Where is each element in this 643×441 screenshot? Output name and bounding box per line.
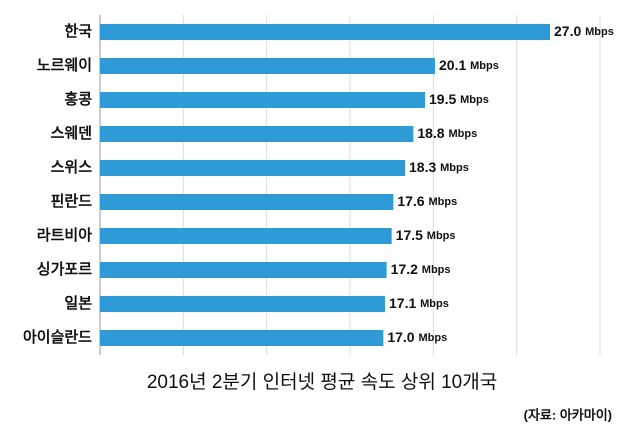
bar: [100, 58, 435, 74]
y-tick-label: 노르웨이: [37, 56, 92, 74]
y-tick-label: 싱가포르: [37, 261, 92, 278]
bar: [100, 160, 405, 176]
bar: [100, 126, 414, 142]
value-label: 18.3 Mbps: [409, 159, 469, 175]
value-unit: Mbps: [470, 60, 499, 72]
value-label: 17.6 Mbps: [397, 193, 457, 209]
y-tick-label: 홍콩: [64, 90, 92, 108]
bar: [100, 262, 387, 278]
value-number: 17.6: [397, 193, 424, 209]
y-tick-label: 스위스: [51, 159, 93, 176]
value-label: 17.2 Mbps: [391, 261, 451, 277]
value-unit: Mbps: [460, 94, 489, 106]
bar: [100, 24, 550, 40]
value-label: 17.0 Mbps: [387, 329, 447, 345]
value-number: 18.8: [417, 125, 444, 141]
value-unit: Mbps: [418, 332, 447, 344]
chart-title: 2016년 2분기 인터넷 평균 속도 상위 10개국: [147, 371, 497, 393]
value-unit: Mbps: [440, 162, 469, 174]
y-tick-label: 스웨덴: [51, 124, 92, 142]
bar: [100, 296, 385, 312]
value-label: 19.5 Mbps: [429, 91, 489, 107]
value-number: 27.0: [554, 23, 581, 39]
value-unit: Mbps: [428, 196, 457, 208]
value-number: 20.1: [439, 57, 466, 73]
bar: [100, 194, 394, 210]
y-tick-label: 핀란드: [51, 192, 93, 210]
bar: [100, 228, 392, 244]
source-note: (자료: 아카마이): [524, 407, 612, 422]
value-unit: Mbps: [427, 230, 456, 242]
value-unit: Mbps: [422, 264, 451, 276]
y-tick-label: 라트비아: [37, 227, 92, 244]
value-number: 17.5: [396, 227, 423, 243]
value-unit: Mbps: [420, 298, 449, 310]
value-label: 27.0 Mbps: [554, 23, 614, 39]
y-tick-label: 한국: [64, 23, 92, 40]
value-unit: Mbps: [585, 26, 614, 38]
y-tick-label: 아이슬란드: [23, 328, 92, 346]
y-tick-label: 일본: [64, 295, 92, 312]
value-label: 20.1 Mbps: [439, 57, 499, 73]
value-label: 17.5 Mbps: [396, 227, 456, 243]
bar: [100, 330, 384, 346]
value-unit: Mbps: [448, 128, 477, 140]
value-number: 17.1: [389, 295, 416, 311]
value-number: 18.3: [409, 159, 436, 175]
value-number: 17.0: [387, 329, 414, 345]
value-label: 18.8 Mbps: [417, 125, 477, 141]
value-number: 17.2: [391, 261, 418, 277]
value-label: 17.1 Mbps: [389, 295, 449, 311]
value-number: 19.5: [429, 91, 456, 107]
bar: [100, 92, 425, 108]
